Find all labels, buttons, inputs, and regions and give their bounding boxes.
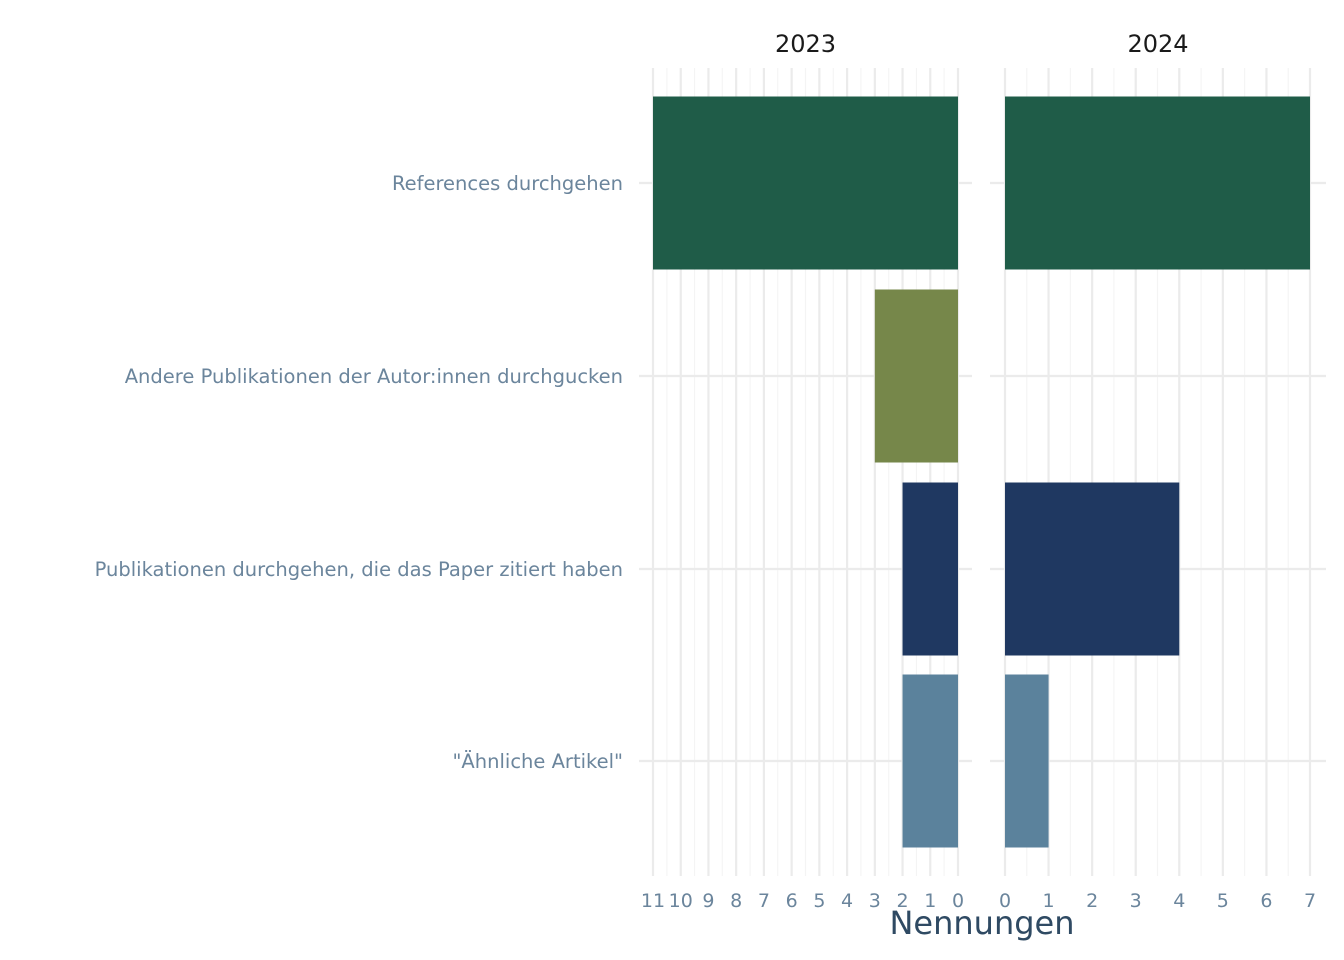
x-tick-label: 5	[1217, 890, 1229, 912]
x-tick-label: 6	[1260, 890, 1272, 912]
bar-2024-4	[1005, 674, 1049, 848]
bar-layer	[653, 96, 1310, 848]
x-tick-label: 0	[952, 890, 964, 912]
x-tick-label: 1	[1043, 890, 1055, 912]
x-tick-label: 3	[869, 890, 881, 912]
x-tick-label: 7	[758, 890, 770, 912]
x-tick-label: 4	[1173, 890, 1185, 912]
x-tick-label: 4	[841, 890, 853, 912]
category-label: Publikationen durchgehen, die das Paper …	[95, 558, 623, 581]
x-tick-label: 9	[702, 890, 714, 912]
bar-2024-1	[1005, 96, 1310, 270]
panel-title-2024: 2024	[1127, 30, 1188, 58]
x-tick-label: 7	[1304, 890, 1316, 912]
x-tick-label: 2	[896, 890, 908, 912]
bar-2023-4	[902, 674, 958, 848]
x-tick-label: 1	[924, 890, 936, 912]
x-tick-label: 0	[999, 890, 1011, 912]
category-label: References durchgehen	[392, 172, 623, 195]
category-label: Andere Publikationen der Autor:innen dur…	[125, 365, 623, 388]
bar-2023-1	[653, 96, 958, 270]
x-tick-label: 8	[730, 890, 742, 912]
x-tick-label: 11	[641, 890, 665, 912]
panel-title-2023: 2023	[775, 30, 836, 58]
bar-2023-2	[874, 289, 958, 463]
x-tick-label: 3	[1130, 890, 1142, 912]
x-tick-label: 10	[669, 890, 693, 912]
category-label: "Ähnliche Artikel"	[452, 750, 623, 773]
bar-2024-3	[1005, 482, 1180, 656]
x-tick-label: 5	[813, 890, 825, 912]
bar-2023-3	[902, 482, 958, 656]
x-tick-label: 6	[786, 890, 798, 912]
x-axis-title: Nennungen	[889, 904, 1074, 942]
x-tick-label: 2	[1086, 890, 1098, 912]
